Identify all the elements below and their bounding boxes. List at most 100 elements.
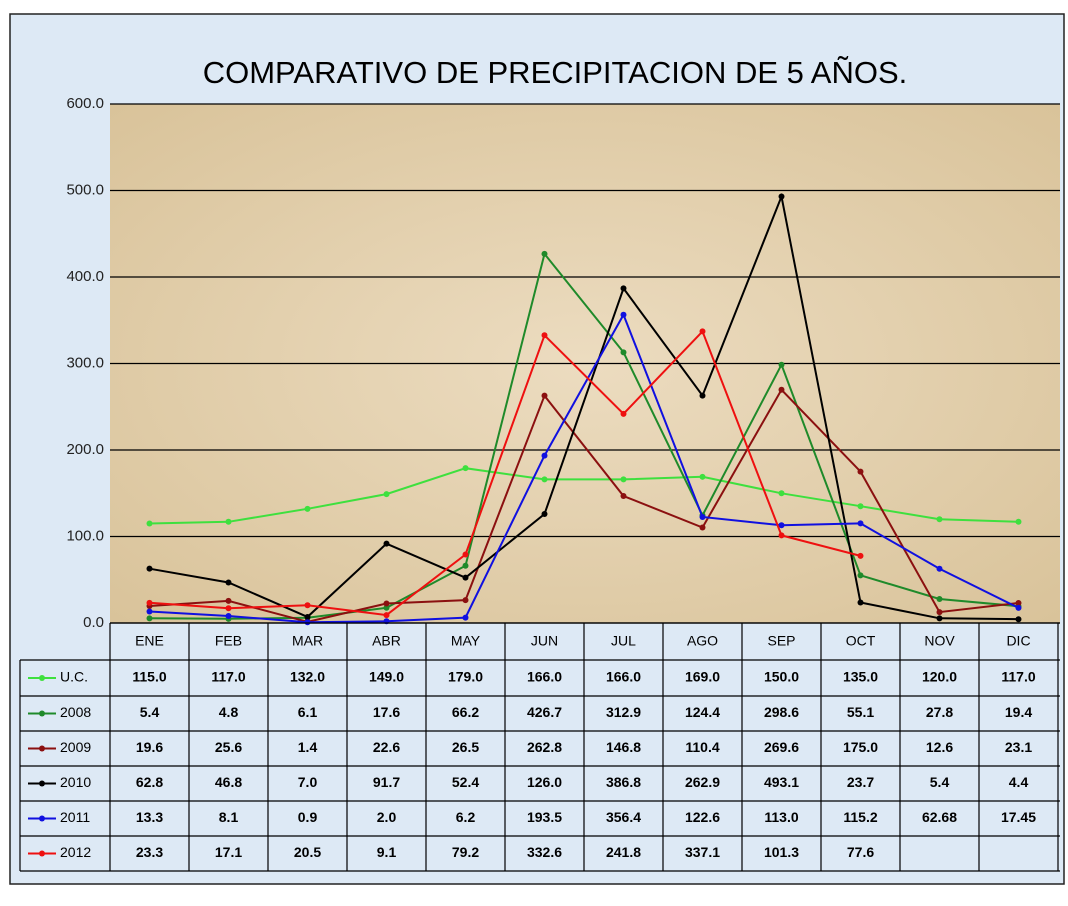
legend-label: 2008 (60, 704, 91, 720)
x-tick-label: MAY (451, 633, 481, 649)
table-cell: 55.1 (847, 704, 874, 720)
table-cell: 23.1 (1005, 739, 1032, 755)
point (225, 597, 232, 604)
table-cell: 7.0 (298, 774, 318, 790)
point (462, 574, 469, 581)
table-cell: 426.7 (527, 704, 562, 720)
table-cell: 386.8 (606, 774, 641, 790)
point (541, 250, 548, 257)
table-cell: 46.8 (215, 774, 242, 790)
table-cell: 193.5 (527, 809, 562, 825)
point (1015, 600, 1022, 607)
table-cell: 149.0 (369, 669, 404, 685)
table-cell: 115.0 (132, 669, 166, 685)
point (778, 490, 785, 497)
table-cell: 298.6 (764, 704, 799, 720)
point (1015, 604, 1022, 611)
point (620, 410, 627, 417)
x-tick-label: JUL (611, 633, 636, 649)
point (857, 503, 864, 510)
series-line (149, 388, 1019, 623)
table-cell: 13.3 (136, 809, 163, 825)
point (699, 473, 706, 480)
point (146, 615, 153, 622)
legend-marker (39, 675, 45, 681)
table-cell: 22.6 (373, 739, 400, 755)
point (225, 579, 232, 586)
table-cell: 8.1 (219, 809, 239, 825)
point (857, 552, 864, 559)
table-cell: 62.8 (136, 774, 163, 790)
x-tick-label: SEP (767, 633, 795, 649)
table-cell: 132.0 (290, 669, 325, 685)
point (857, 468, 864, 475)
point (304, 602, 311, 609)
table-cell: 6.2 (456, 809, 476, 825)
table-cell: 4.4 (1009, 774, 1029, 790)
legend-label: 2009 (60, 739, 91, 755)
point (936, 565, 943, 572)
table-cell: 146.8 (606, 739, 641, 755)
y-tick-label: 500.0 (66, 181, 104, 198)
x-tick-label: MAR (292, 633, 323, 649)
point (541, 476, 548, 483)
point (857, 520, 864, 527)
point (936, 609, 943, 616)
table-cell: 269.6 (764, 739, 799, 755)
point (383, 540, 390, 547)
legend-label: 2010 (60, 774, 91, 790)
table-cell: 337.1 (685, 844, 720, 860)
point (541, 452, 548, 459)
table-cell: 5.4 (140, 704, 160, 720)
point (383, 491, 390, 498)
point (146, 565, 153, 572)
point (936, 516, 943, 523)
x-tick-label: DIC (1006, 633, 1030, 649)
y-tick-label: 300.0 (66, 354, 104, 371)
point (146, 599, 153, 606)
point (936, 595, 943, 602)
table-cell: 77.6 (847, 844, 874, 860)
table-cell: 262.8 (527, 739, 562, 755)
series-line (149, 312, 1019, 624)
table-cell: 52.4 (452, 774, 479, 790)
table-cell: 135.0 (843, 669, 878, 685)
point (541, 392, 548, 399)
point (620, 493, 627, 500)
table-cell: 0.9 (298, 809, 318, 825)
point (462, 465, 469, 472)
point (778, 532, 785, 539)
x-tick-label: OCT (846, 633, 876, 649)
point (462, 551, 469, 558)
table-cell: 101.3 (764, 844, 799, 860)
point (146, 608, 153, 615)
table-cell: 117.0 (1001, 669, 1035, 685)
table-cell: 241.8 (606, 844, 641, 860)
y-tick-label: 400.0 (66, 268, 104, 285)
table-cell: 312.9 (606, 704, 641, 720)
chart-title: COMPARATIVO DE PRECIPITACION DE 5 AÑOS. (203, 55, 908, 90)
table-cell: 166.0 (527, 669, 562, 685)
y-tick-label: 100.0 (66, 527, 104, 544)
table-cell: 175.0 (843, 739, 878, 755)
series-line (149, 467, 1019, 525)
point (146, 520, 153, 527)
table-cell: 120.0 (922, 669, 957, 685)
table-cell: 179.0 (448, 669, 483, 685)
table-cell: 20.5 (294, 844, 321, 860)
table-cell: 356.4 (606, 809, 641, 825)
table-cell: 126.0 (527, 774, 562, 790)
table-cell: 1.4 (298, 739, 318, 755)
table-cell: 19.6 (136, 739, 163, 755)
table-cell: 150.0 (764, 669, 799, 685)
table-cell: 66.2 (452, 704, 479, 720)
point (620, 349, 627, 356)
table-cell: 62.68 (922, 809, 957, 825)
point (541, 332, 548, 339)
table-cell: 17.45 (1001, 809, 1036, 825)
point (462, 614, 469, 621)
point (857, 572, 864, 579)
x-tick-label: NOV (924, 633, 955, 649)
point (699, 524, 706, 531)
table-cell: 26.5 (452, 739, 479, 755)
